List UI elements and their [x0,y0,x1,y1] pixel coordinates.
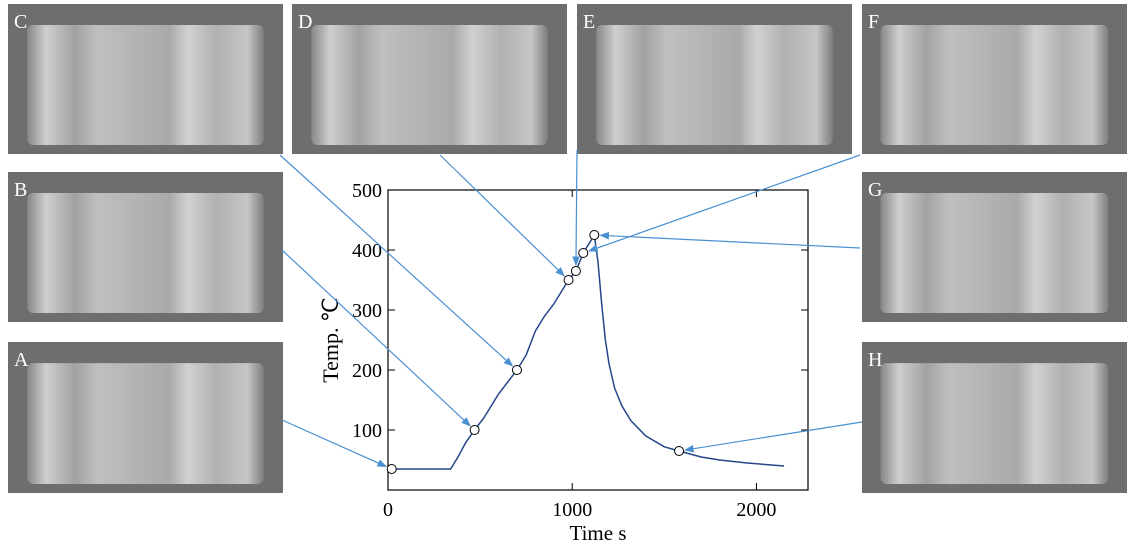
marker-point [589,230,600,240]
marker-point [674,446,685,456]
image-panels: A B C D E F G H [8,4,1127,493]
image-specimen [27,363,264,484]
panel-label: B [14,179,27,201]
arrow [279,154,514,367]
image-specimen [880,25,1109,145]
panel-label: G [868,179,882,201]
chart: 0 1000 2000 100 200 300 400 500 Time s Temp. ℃ [279,149,863,545]
y-tick-label: 200 [352,360,382,382]
marker-point [469,425,480,435]
panel-label: H [868,349,882,371]
arrow [599,231,861,249]
arrow [439,154,565,277]
panel-label: F [868,11,879,33]
arrow [281,419,388,468]
panel-label: D [298,11,312,33]
marker-point [578,248,589,258]
y-tick-label: 100 [352,420,382,442]
x-axis-label: Time s [569,521,626,545]
image-specimen [880,363,1109,484]
x-tick-label: 2000 [736,499,776,521]
x-tick-label: 1000 [552,499,592,521]
arrow [281,249,471,427]
marker-point [511,365,522,375]
image-specimen [880,193,1109,313]
y-axis-label: Temp. ℃ [318,297,343,383]
image-specimen [596,25,833,145]
x-tick-label: 0 [383,499,393,521]
arrow [588,154,861,252]
marker-point [570,266,581,276]
arrow [572,149,580,266]
y-tick-label: 300 [352,300,382,322]
image-specimen [27,193,264,313]
marker-point [563,275,574,285]
marker-point [386,464,397,474]
image-specimen [27,25,264,145]
panel-label: E [583,11,595,33]
y-tick-label: 400 [352,240,382,262]
arrow [684,421,863,453]
plot-frame [387,189,809,491]
panel-label: C [14,11,27,33]
y-tick-label: 500 [352,180,382,202]
panel-label: A [14,349,29,371]
temperature-line [388,232,785,470]
image-specimen [311,25,548,145]
